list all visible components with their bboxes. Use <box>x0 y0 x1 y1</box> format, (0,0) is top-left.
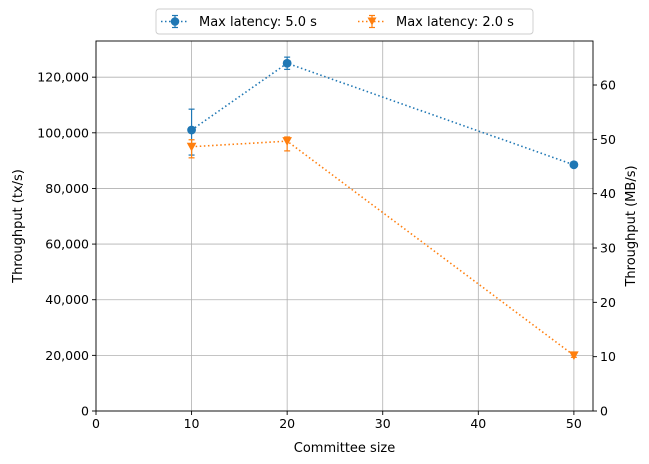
y-tick-label: 60,000 <box>45 237 89 252</box>
y2-tick-label: 50 <box>600 132 616 147</box>
y2-tick-label: 0 <box>600 404 608 419</box>
legend-marker-2s <box>367 17 377 26</box>
x-tick-label: 40 <box>470 416 486 431</box>
x-tick-label: 50 <box>566 416 582 431</box>
x-tick-label: 20 <box>279 416 295 431</box>
x-tick-label: 0 <box>92 416 100 431</box>
y-tick-label: 0 <box>81 404 89 419</box>
plot-frame <box>95 40 594 412</box>
y2-tick-label: 10 <box>600 349 616 364</box>
data-point <box>187 125 196 135</box>
y-tick-label: 100,000 <box>37 125 89 140</box>
x-tick-label: 10 <box>184 416 200 431</box>
series-1 <box>186 136 579 361</box>
data-point <box>569 351 579 361</box>
y-axis-right: 0 10 20 30 40 50 60 <box>593 78 616 419</box>
y-tick-label: 20,000 <box>45 348 89 363</box>
y2-tick-label: 20 <box>600 295 616 310</box>
x-axis: 0 10 20 30 40 50 <box>92 411 582 431</box>
grid-lines <box>95 41 593 412</box>
y2-tick-label: 60 <box>600 78 616 93</box>
series-layer <box>186 56 579 361</box>
y2-tick-label: 40 <box>600 186 616 201</box>
legend-label-5s: Max latency: 5.0 s <box>199 15 317 30</box>
legend-label-2s: Max latency: 2.0 s <box>396 15 514 30</box>
data-point <box>282 137 292 146</box>
legend-marker-5s <box>170 17 180 26</box>
legend-entry-2s: Max latency: 2.0 s <box>358 14 514 30</box>
data-point <box>282 58 292 68</box>
x-axis-label: Committee size <box>294 441 396 456</box>
legend-entry-5s: Max latency: 5.0 s <box>161 14 317 30</box>
x-tick-label: 30 <box>375 416 391 431</box>
y-axis-left: 0 20,000 40,000 60,000 80,000 100,000 120,000 <box>37 70 96 419</box>
data-point <box>569 160 579 170</box>
y-axis-label-left: Throughput (tx/s) <box>11 169 26 284</box>
y-tick-label: 120,000 <box>37 70 89 85</box>
y-tick-label: 40,000 <box>45 292 89 307</box>
y2-tick-label: 30 <box>600 241 616 256</box>
y-tick-label: 80,000 <box>45 181 89 196</box>
y-axis-label-right: Throughput (MB/s) <box>624 165 639 287</box>
data-point <box>186 142 197 152</box>
legend-frame <box>155 8 534 35</box>
legend: Max latency: 5.0 s Max latency: 2.0 s <box>155 8 534 35</box>
